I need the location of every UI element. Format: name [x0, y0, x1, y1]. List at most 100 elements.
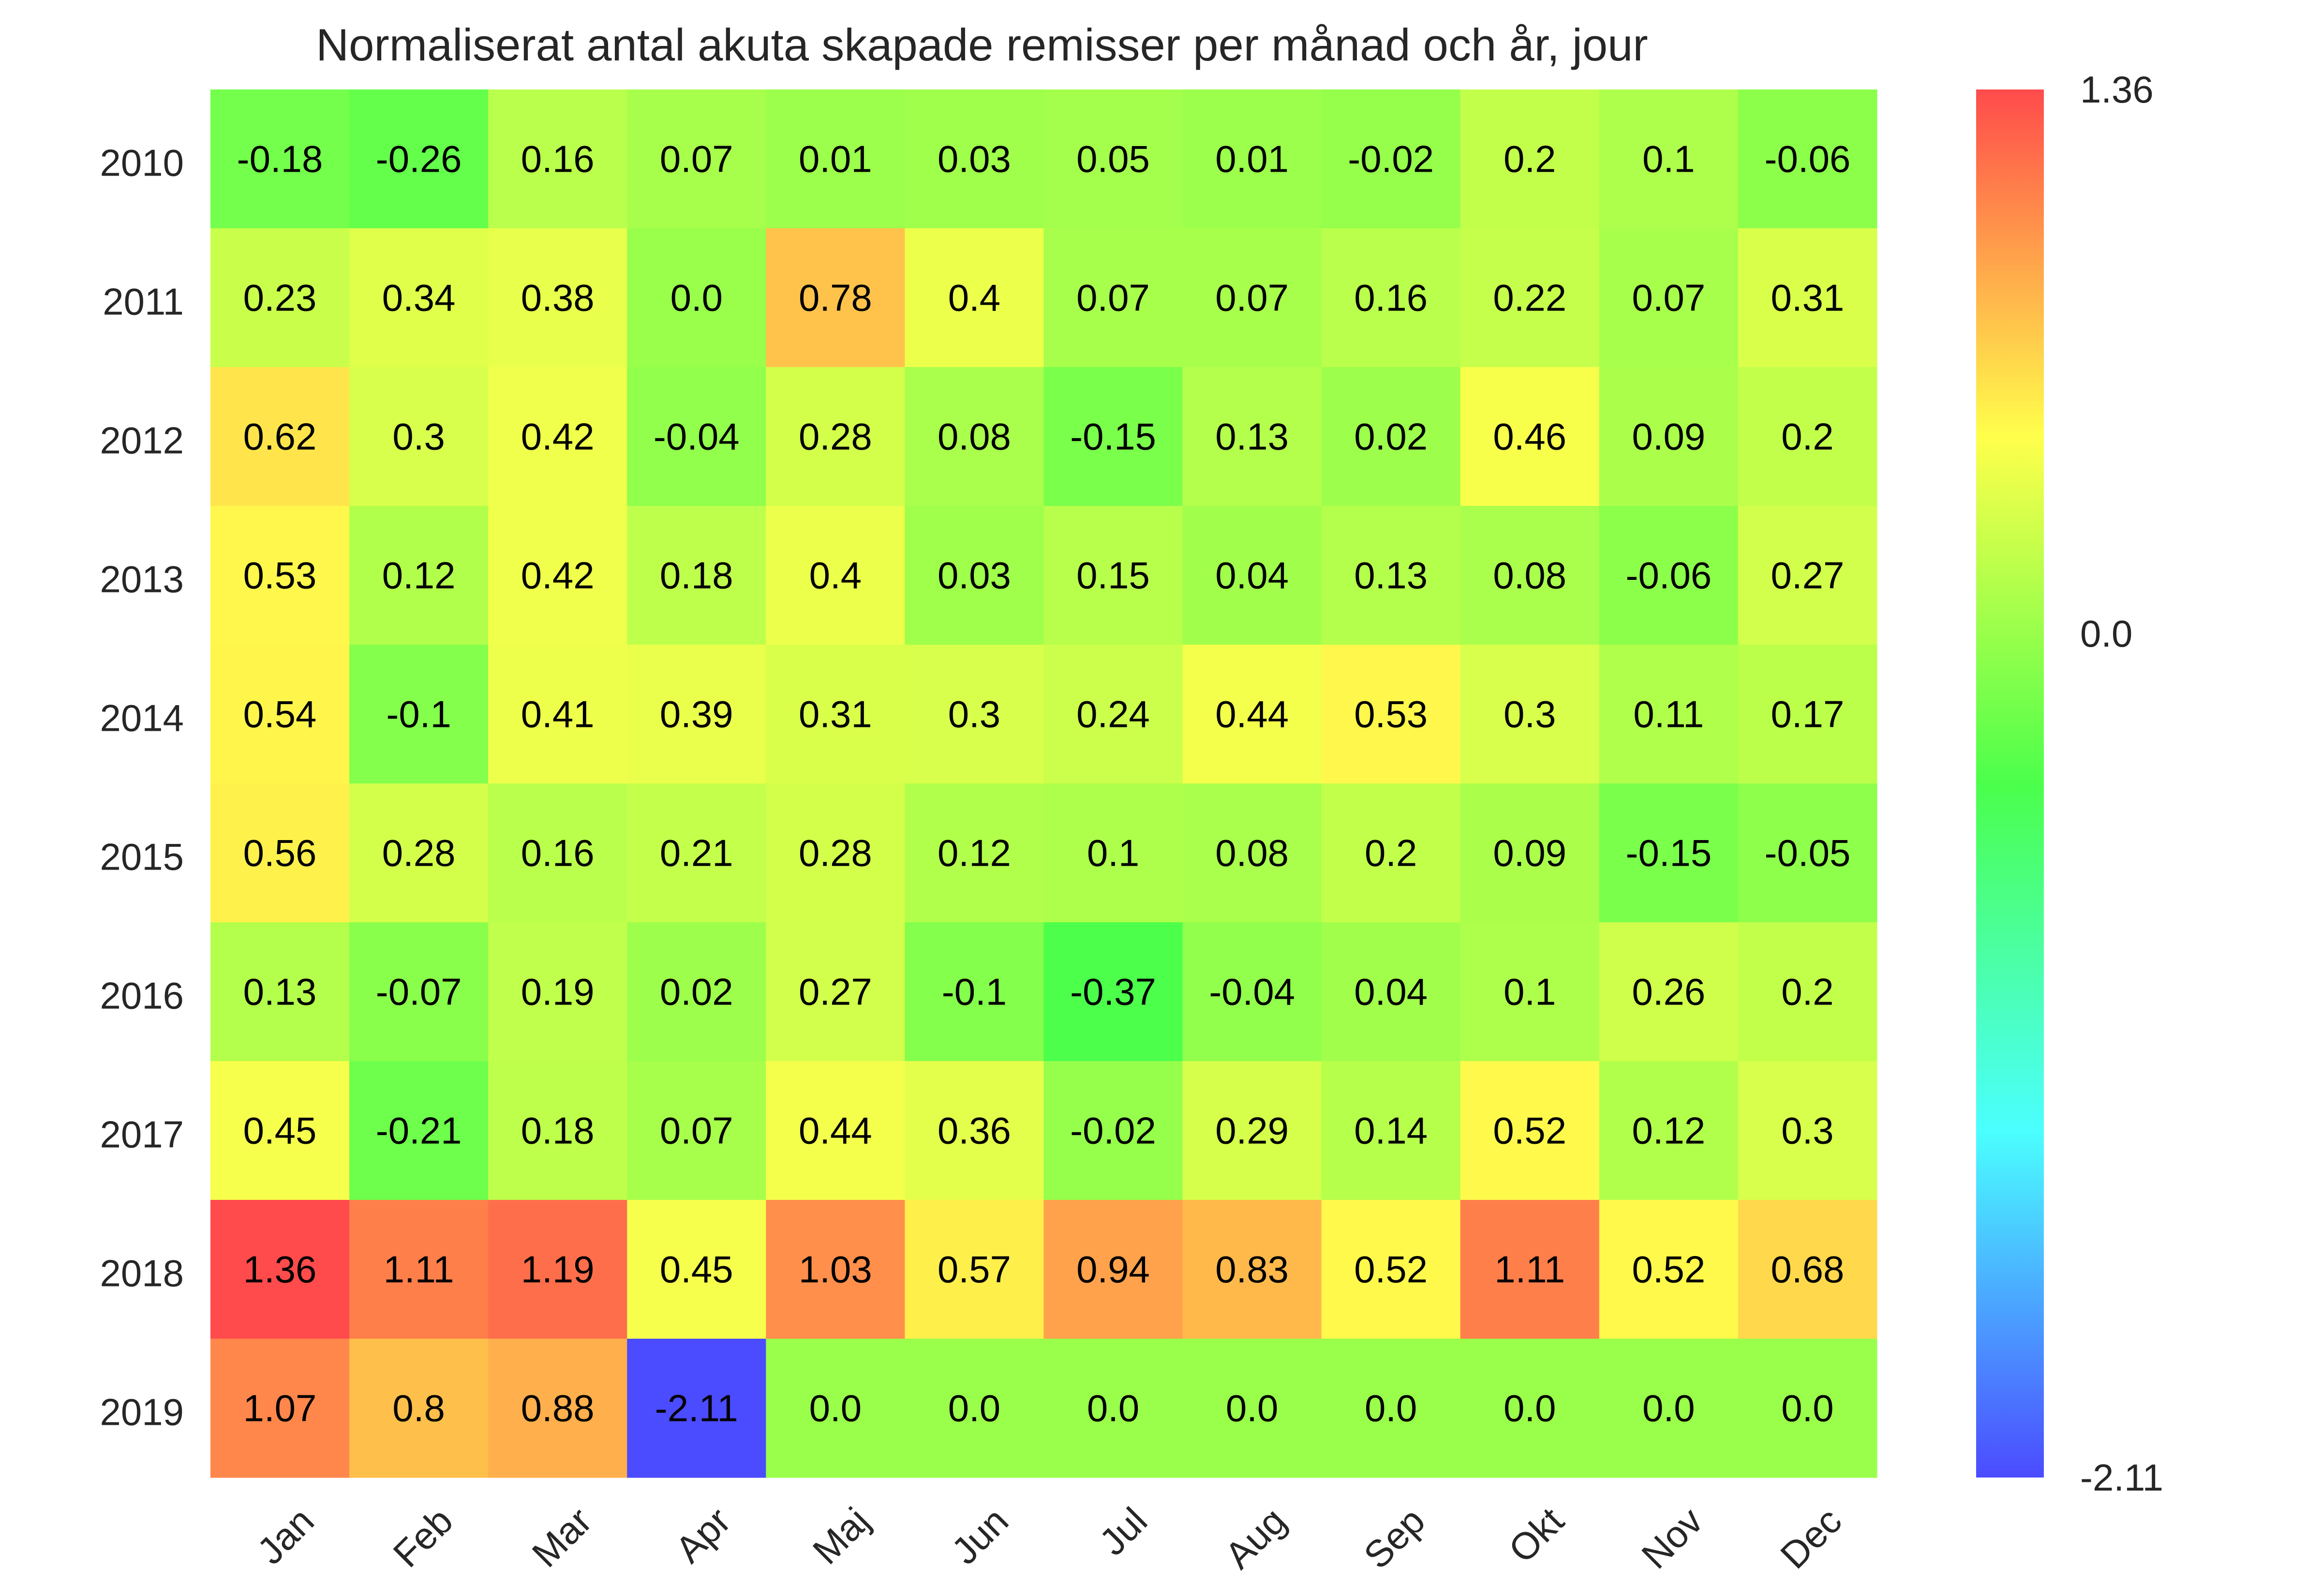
cell-value-label: 0.12 — [938, 832, 1011, 874]
heatmap-cell — [1460, 367, 1600, 506]
heatmap-cell — [627, 1200, 766, 1339]
cell-value-label: 0.11 — [1633, 693, 1704, 736]
cell-value-label: 0.83 — [1215, 1248, 1289, 1291]
cell-value-label: -0.02 — [1070, 1109, 1156, 1152]
heatmap-cell — [627, 89, 766, 229]
cell-value-label: -0.15 — [1070, 415, 1156, 458]
heatmap-cell — [766, 1061, 906, 1200]
cell-value-label: -0.02 — [1348, 138, 1434, 180]
cell-value-label: -0.1 — [386, 693, 451, 736]
heatmap-cell — [766, 645, 906, 784]
heatmap-cell — [488, 645, 627, 784]
cell-value-label: 1.19 — [521, 1248, 595, 1291]
cell-value-label: 0.0 — [1781, 1387, 1833, 1430]
cell-value-label: 0.62 — [243, 415, 317, 458]
cell-value-label: 0.28 — [799, 832, 872, 874]
cell-value-label: 0.16 — [521, 832, 595, 874]
heatmap-cell — [766, 922, 906, 1062]
heatmap-cell — [349, 506, 489, 645]
cell-value-label: 0.09 — [1493, 832, 1566, 874]
heatmap-cell — [1460, 506, 1600, 645]
y-tick-label: 2017 — [100, 1113, 184, 1156]
cell-value-label: 0.07 — [1632, 277, 1705, 319]
cell-value-label: -0.26 — [376, 138, 462, 180]
cell-value-label: 0.88 — [521, 1387, 595, 1430]
heatmap-cell — [1182, 645, 1322, 784]
cell-value-label: -0.06 — [1765, 138, 1851, 180]
heatmap-cell — [1321, 228, 1461, 368]
heatmap-cell — [1043, 1061, 1183, 1200]
x-tick-label: Nov — [1633, 1499, 1711, 1577]
x-tick-label: Jan — [249, 1499, 322, 1572]
cell-value-label: -0.04 — [654, 415, 740, 458]
heatmap-cell — [627, 1339, 766, 1478]
y-tick-label: 2012 — [100, 419, 184, 462]
cell-value-label: -2.11 — [655, 1387, 738, 1430]
cell-value-label: -0.1 — [942, 971, 1007, 1013]
cell-value-label: 0.07 — [1076, 277, 1150, 319]
heatmap-cell — [905, 922, 1044, 1062]
heatmap-cell — [1321, 367, 1461, 506]
cell-value-label: 0.26 — [1632, 971, 1705, 1013]
cell-value-label: 0.3 — [1503, 693, 1556, 736]
heatmap-cell — [1738, 89, 1877, 229]
x-tick-label: Sep — [1355, 1499, 1433, 1577]
colorbar-tick-label: 0.0 — [2080, 612, 2132, 655]
cell-value-label: 0.2 — [1781, 971, 1833, 1013]
cell-value-label: 0.94 — [1076, 1248, 1150, 1291]
heatmap-cell — [349, 645, 489, 784]
heatmap-cell-labels: -0.18 -0.26 0.16 0.07 0.01 0.03 0.05 0.01 -0.02 0… — [237, 138, 1851, 1430]
heatmap-cell — [1321, 1061, 1461, 1200]
x-tick-label: Dec — [1772, 1499, 1849, 1577]
cell-value-label: 0.0 — [1087, 1387, 1139, 1430]
heatmap-cell — [1460, 922, 1600, 1062]
heatmap-cell — [1738, 783, 1877, 923]
heatmap-cell — [1182, 367, 1322, 506]
heatmap-cell — [1182, 1200, 1322, 1339]
heatmap-cell — [1043, 228, 1183, 368]
heatmap-cell — [766, 1339, 906, 1478]
heatmap-cell — [210, 922, 350, 1062]
cell-value-label: 0.0 — [809, 1387, 862, 1430]
cell-value-label: 0.45 — [243, 1109, 317, 1152]
colorbar-tick-label: 1.36 — [2080, 68, 2154, 111]
cell-value-label: 0.19 — [521, 971, 595, 1013]
heatmap-cell — [627, 367, 766, 506]
heatmap-cell — [1043, 783, 1183, 923]
heatmap-cell — [349, 228, 489, 368]
heatmap-cell — [1738, 506, 1877, 645]
cell-value-label: 0.4 — [948, 277, 1000, 319]
cell-value-label: 0.57 — [938, 1248, 1011, 1291]
cell-value-label: 0.16 — [521, 138, 595, 180]
heatmap-cell — [1738, 645, 1877, 784]
cell-value-label: 0.22 — [1493, 277, 1566, 319]
cell-value-label: -0.04 — [1209, 971, 1295, 1013]
heatmap-cell — [1182, 228, 1322, 368]
heatmap-cell — [488, 506, 627, 645]
heatmap-cell — [1182, 922, 1322, 1062]
heatmap-cell — [1043, 922, 1183, 1062]
cell-value-label: 0.15 — [1076, 554, 1150, 597]
heatmap-cell — [488, 1061, 627, 1200]
cell-value-label: 1.07 — [243, 1387, 317, 1430]
cell-value-label: 0.2 — [1781, 415, 1833, 458]
cell-value-label: 0.0 — [1503, 1387, 1556, 1430]
cell-value-label: 0.03 — [938, 138, 1011, 180]
y-tick-label: 2019 — [100, 1391, 184, 1433]
cell-value-label: 0.53 — [243, 554, 317, 597]
cell-value-label: 0.36 — [938, 1109, 1011, 1152]
cell-value-label: 0.08 — [1215, 832, 1289, 874]
x-tick-label: Jun — [943, 1499, 1016, 1572]
cell-value-label: 0.52 — [1632, 1248, 1705, 1291]
heatmap-cell — [488, 367, 627, 506]
heatmap-cell — [1738, 1200, 1877, 1339]
heatmap-cell — [1460, 228, 1600, 368]
heatmap-cell — [1599, 1339, 1739, 1478]
cell-value-label: 0.12 — [382, 554, 456, 597]
y-tick-label: 2015 — [100, 836, 184, 878]
cell-value-label: 0.12 — [1632, 1109, 1705, 1152]
y-tick-label: 2011 — [103, 281, 184, 323]
cell-value-label: -0.18 — [237, 138, 323, 180]
cell-value-label: 0.52 — [1493, 1109, 1566, 1152]
cell-value-label: -0.15 — [1625, 832, 1712, 874]
